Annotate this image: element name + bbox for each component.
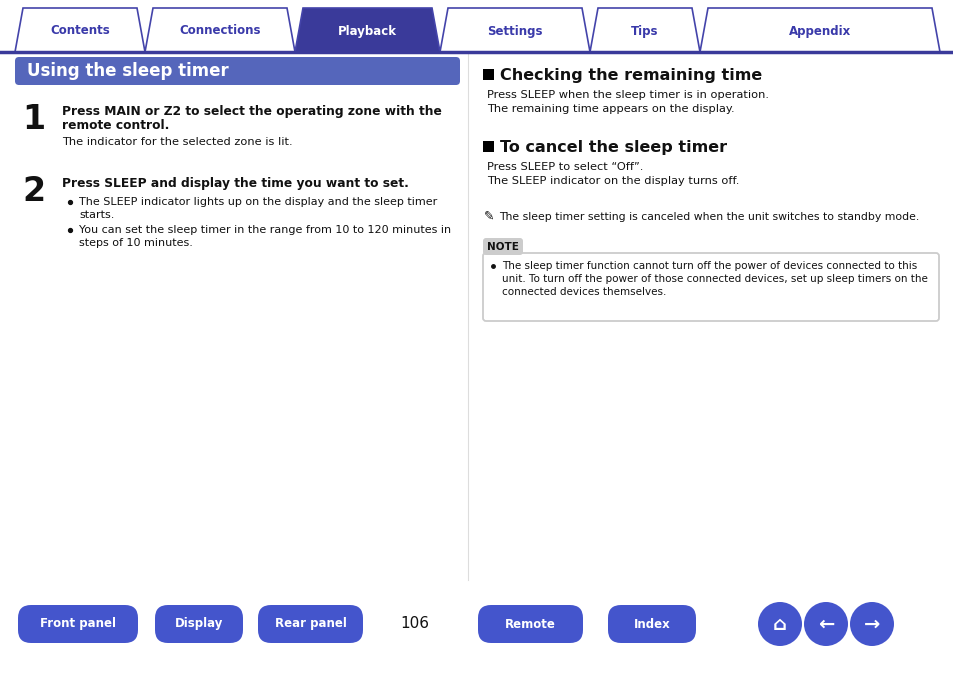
Text: To cancel the sleep timer: To cancel the sleep timer [499, 140, 726, 155]
Bar [482, 141, 494, 152]
FancyBboxPatch shape [257, 605, 363, 643]
Text: Tips: Tips [631, 24, 659, 38]
Text: unit. To turn off the power of those connected devices, set up sleep timers on t: unit. To turn off the power of those con… [501, 274, 927, 284]
Text: ←: ← [817, 614, 833, 633]
Text: steps of 10 minutes.: steps of 10 minutes. [79, 238, 193, 248]
Text: Press SLEEP to select “Off”.: Press SLEEP to select “Off”. [486, 162, 642, 172]
Text: Appendix: Appendix [788, 24, 850, 38]
Polygon shape [439, 8, 589, 52]
Text: Press MAIN or Z2 to select the operating zone with the: Press MAIN or Z2 to select the operating… [62, 105, 441, 118]
Polygon shape [15, 8, 145, 52]
Text: The remaining time appears on the display.: The remaining time appears on the displa… [486, 104, 734, 114]
FancyBboxPatch shape [482, 253, 938, 321]
Text: The indicator for the selected zone is lit.: The indicator for the selected zone is l… [62, 137, 293, 147]
FancyBboxPatch shape [15, 57, 459, 85]
Text: Using the sleep timer: Using the sleep timer [27, 62, 229, 80]
Text: Contents: Contents [51, 24, 110, 38]
Text: The sleep timer function cannot turn off the power of devices connected to this: The sleep timer function cannot turn off… [501, 261, 916, 271]
Polygon shape [589, 8, 700, 52]
Polygon shape [294, 8, 439, 52]
Circle shape [758, 602, 801, 646]
Text: 2: 2 [22, 175, 45, 208]
Text: Index: Index [633, 618, 670, 631]
Text: Rear panel: Rear panel [274, 618, 346, 631]
Circle shape [803, 602, 847, 646]
FancyBboxPatch shape [482, 238, 522, 255]
Text: The SLEEP indicator lights up on the display and the sleep timer: The SLEEP indicator lights up on the dis… [79, 197, 436, 207]
Text: The SLEEP indicator on the display turns off.: The SLEEP indicator on the display turns… [486, 176, 739, 186]
Text: remote control.: remote control. [62, 119, 170, 132]
Text: Checking the remaining time: Checking the remaining time [499, 68, 761, 83]
FancyBboxPatch shape [477, 605, 582, 643]
Text: The sleep timer setting is canceled when the unit switches to standby mode.: The sleep timer setting is canceled when… [498, 212, 919, 222]
Text: Settings: Settings [487, 24, 542, 38]
FancyBboxPatch shape [154, 605, 243, 643]
Text: You can set the sleep timer in the range from 10 to 120 minutes in: You can set the sleep timer in the range… [79, 225, 451, 235]
Polygon shape [145, 8, 294, 52]
Text: connected devices themselves.: connected devices themselves. [501, 287, 666, 297]
Text: 106: 106 [400, 616, 429, 631]
Text: Front panel: Front panel [40, 618, 116, 631]
Text: Press SLEEP when the sleep timer is in operation.: Press SLEEP when the sleep timer is in o… [486, 90, 768, 100]
Polygon shape [700, 8, 939, 52]
Text: →: → [862, 614, 880, 633]
Text: ⌂: ⌂ [772, 614, 786, 633]
Circle shape [849, 602, 893, 646]
Text: NOTE: NOTE [487, 242, 518, 252]
Text: Press SLEEP and display the time you want to set.: Press SLEEP and display the time you wan… [62, 177, 409, 190]
Text: ✎: ✎ [483, 210, 494, 223]
Text: Connections: Connections [179, 24, 260, 38]
Text: Remote: Remote [504, 618, 556, 631]
FancyBboxPatch shape [18, 605, 138, 643]
Text: starts.: starts. [79, 210, 114, 220]
Text: Display: Display [174, 618, 223, 631]
FancyBboxPatch shape [607, 605, 696, 643]
Text: Playback: Playback [337, 24, 396, 38]
Text: 1: 1 [22, 103, 45, 136]
Bar [482, 69, 494, 80]
